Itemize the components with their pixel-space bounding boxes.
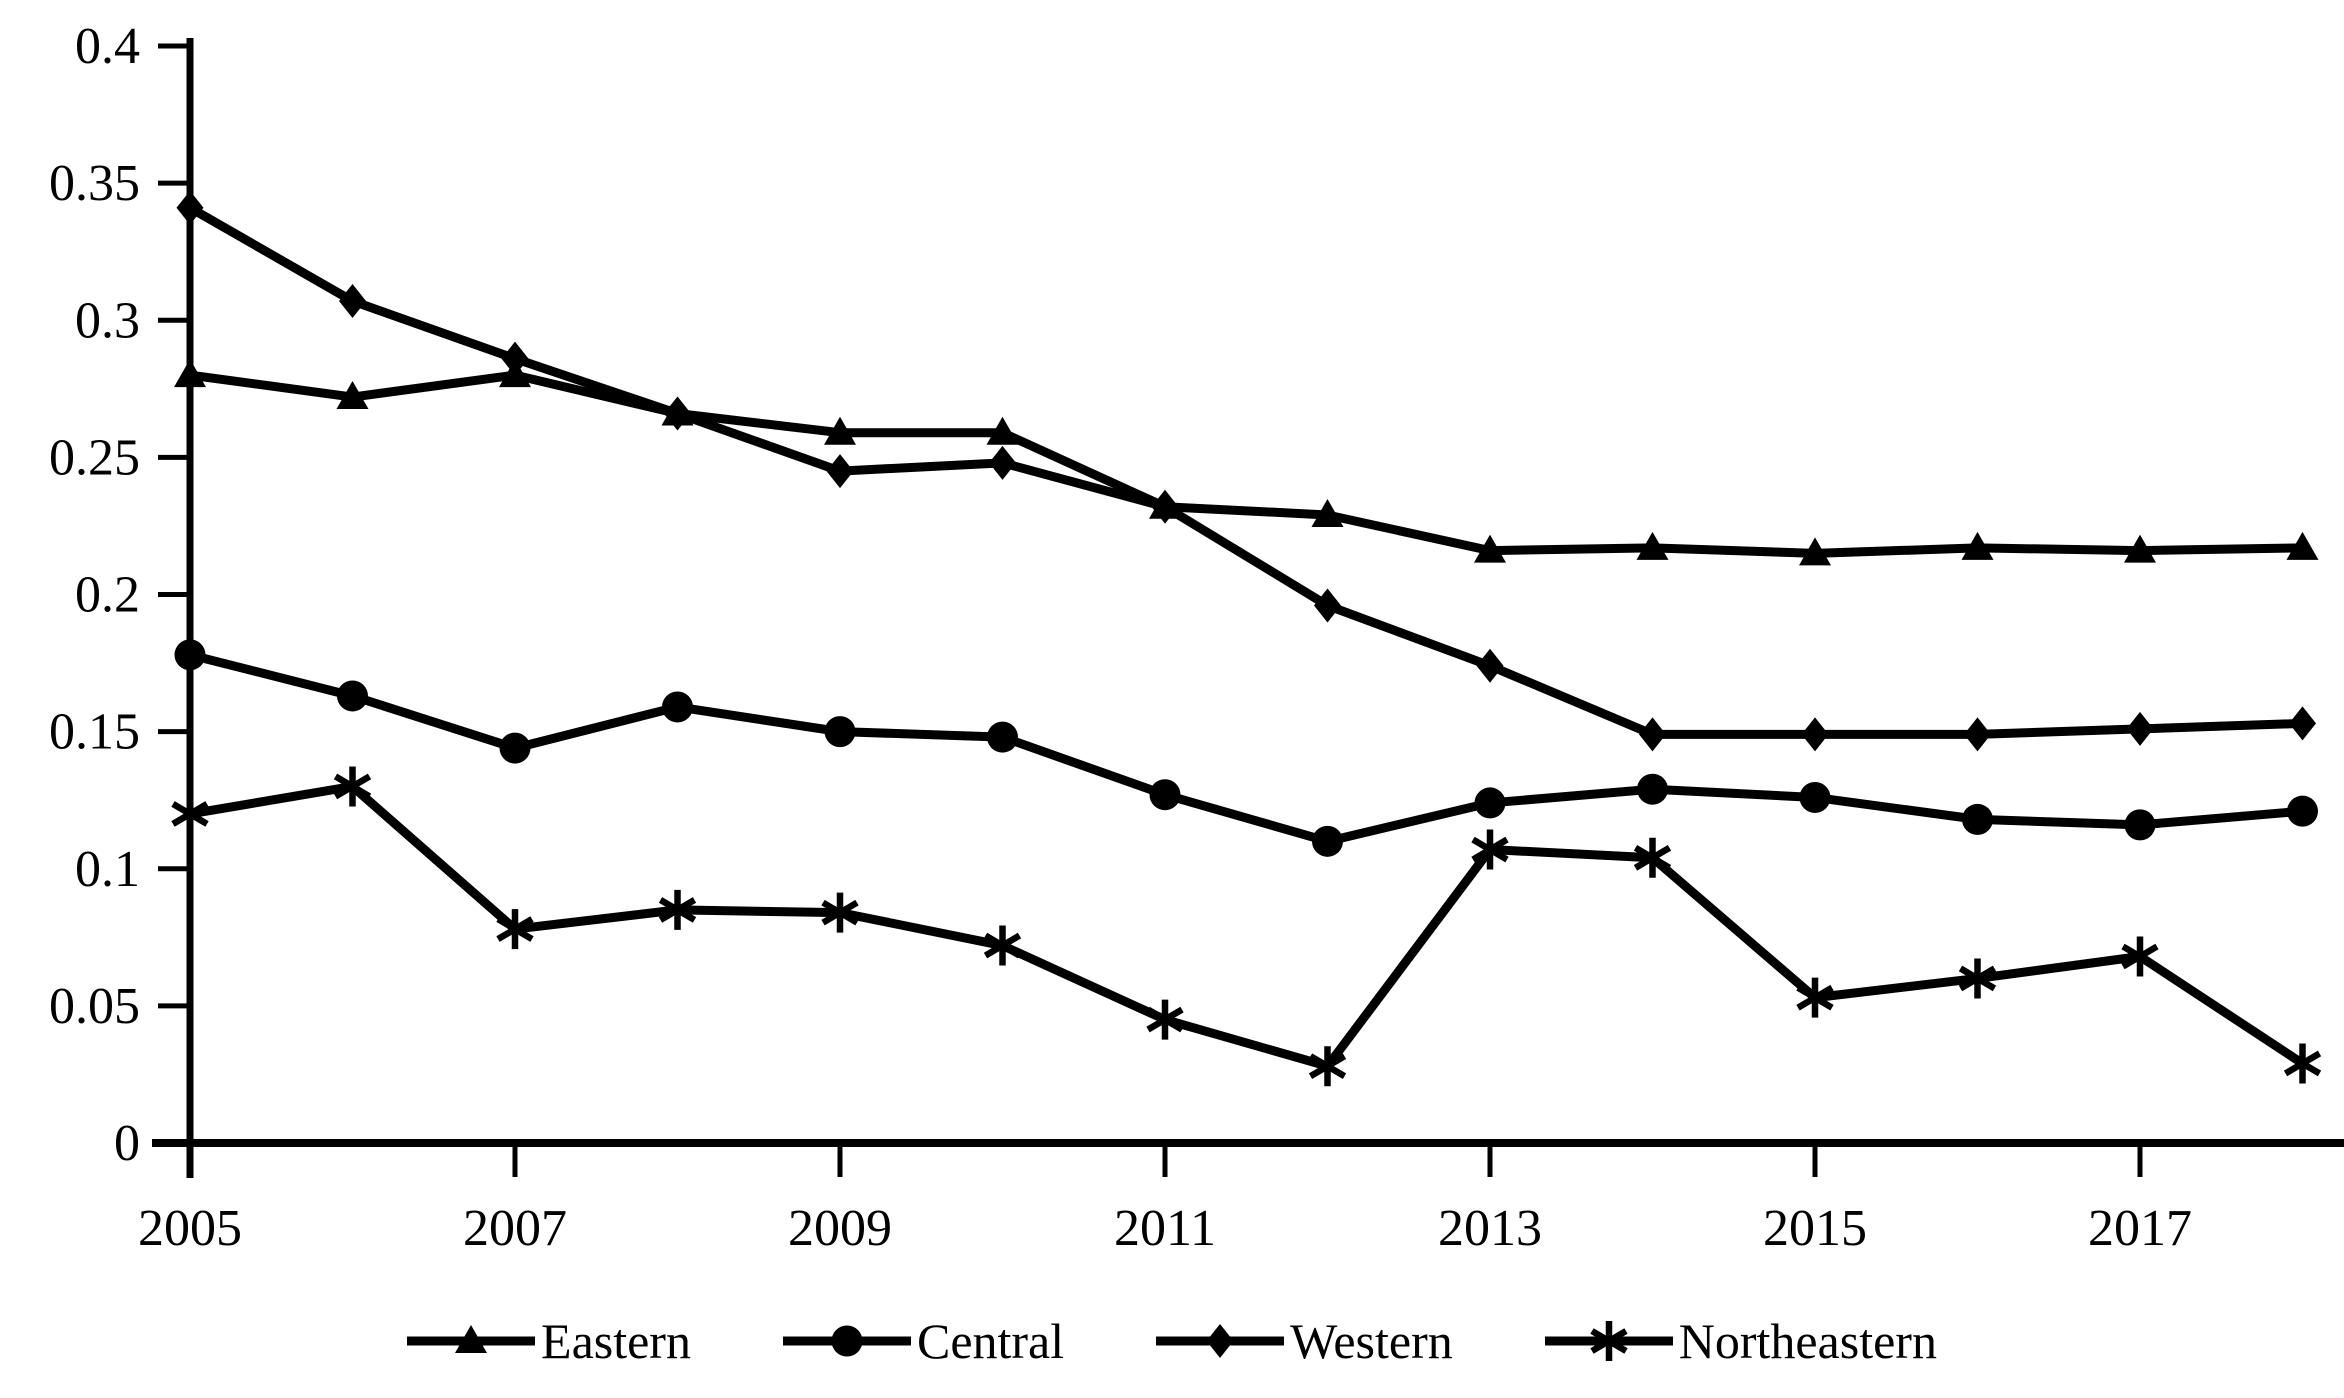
y-tick-label: 0.4 (75, 18, 140, 75)
x-tick-label: 2005 (138, 1200, 242, 1257)
series-central-marker-circle (2287, 795, 2318, 827)
legend-label: Northeastern (1678, 1313, 1937, 1369)
series-western-marker-diamond (1476, 648, 1504, 683)
x-tick-label: 2007 (463, 1200, 567, 1257)
series-central-marker-circle (824, 716, 856, 748)
series-western-marker-diamond (2126, 711, 2154, 746)
legend-circle-icon (782, 1325, 911, 1357)
x-tick-label: 2009 (788, 1200, 892, 1257)
y-tick-label: 0.3 (75, 292, 140, 349)
series-eastern-marker-triangle (986, 416, 1019, 445)
y-tick-label: 0 (114, 1115, 140, 1172)
series-western-marker-diamond (989, 445, 1016, 480)
series-western-marker-diamond (501, 341, 529, 376)
series-eastern-marker-triangle (1636, 531, 1669, 560)
x-tick-label: 2011 (1114, 1200, 1216, 1257)
series-central-marker-circle (337, 680, 368, 712)
legend: Eastern Central Western Northeastern (0, 1296, 2344, 1386)
y-tick-label: 0.2 (75, 567, 140, 624)
series-northeastern-marker-asterisk (1471, 836, 1509, 863)
series-western-marker-diamond (176, 190, 204, 225)
x-tick-label: 2015 (1763, 1200, 1867, 1257)
legend-item-eastern: Eastern (407, 1315, 691, 1367)
series-western-marker-diamond (664, 396, 691, 431)
series-northeastern-marker-asterisk (821, 899, 859, 926)
legend-triangle-icon (407, 1325, 536, 1353)
series-northeastern-marker-asterisk (1146, 1006, 1184, 1033)
series-eastern-marker-triangle (1474, 534, 1506, 563)
legend-marker-circle (831, 1325, 863, 1357)
series-western-marker-diamond (1314, 588, 1341, 623)
series-line-central (185, 650, 2307, 846)
series-western-marker-diamond (339, 284, 366, 319)
legend-label: Central (916, 1313, 1065, 1369)
series-western-marker-diamond (1151, 489, 1179, 524)
series-central-marker-circle (1312, 825, 1343, 857)
series-central-marker-circle (2124, 809, 2156, 841)
series-central-marker-circle (174, 639, 206, 671)
x-tick-label: 2013 (1438, 1200, 1542, 1257)
series-western-marker-diamond (2289, 706, 2316, 741)
series-eastern-marker-triangle (2124, 534, 2156, 563)
series-northeastern-marker-asterisk (1796, 984, 1834, 1011)
y-tick-label: 0.1 (75, 841, 140, 898)
series-northeastern-marker-asterisk (658, 897, 697, 923)
legend-marker-asterisk (1590, 1328, 1628, 1354)
series-central-marker-circle (1637, 773, 1668, 805)
y-tick-label: 0.35 (49, 155, 140, 212)
y-tick-label: 0.05 (49, 978, 140, 1035)
series-western-marker-diamond (1964, 717, 1991, 752)
series-northeastern-marker-asterisk (333, 773, 372, 800)
series-eastern-marker-triangle (336, 381, 369, 410)
y-tick-label: 0.25 (49, 429, 140, 486)
y-tick-label: 0.15 (49, 704, 140, 761)
series-northeastern-marker-asterisk (1633, 844, 1672, 871)
series-western-marker-diamond (826, 454, 854, 489)
legend-marker-diamond (1206, 1324, 1234, 1358)
legend-item-central: Central (782, 1313, 1065, 1369)
series-eastern-marker-triangle (824, 416, 856, 445)
legend-asterisk-icon (1544, 1321, 1673, 1361)
series-northeastern-marker-asterisk (2283, 1050, 2322, 1077)
series-eastern-marker-triangle (1961, 531, 1994, 560)
series-central-marker-circle (1474, 787, 1506, 819)
series-central-marker-circle (1962, 803, 1993, 835)
series-eastern-marker-triangle (174, 359, 206, 388)
legend-marker-triangle (455, 1325, 488, 1353)
series-central-marker-circle (499, 732, 531, 764)
series-central-marker-circle (1149, 779, 1181, 811)
legend-label: Western (1290, 1313, 1453, 1369)
series-line-western (185, 203, 2307, 739)
legend-diamond-icon (1156, 1324, 1285, 1358)
series-line-northeastern (185, 781, 2307, 1071)
series-northeastern-marker-asterisk (1958, 965, 1997, 992)
series-western-marker-diamond (1801, 717, 1829, 752)
x-tick-label: 2017 (2088, 1200, 2192, 1257)
series-central-marker-circle (662, 691, 693, 723)
series-central-marker-circle (987, 721, 1018, 753)
series-eastern-marker-triangle (1311, 498, 1344, 527)
legend-item-western: Western (1156, 1315, 1453, 1367)
series-eastern-marker-triangle (2286, 531, 2319, 560)
series-northeastern-marker-asterisk (496, 916, 534, 942)
series-northeastern-marker-asterisk (983, 932, 1022, 959)
series-central-marker-circle (1799, 781, 1831, 813)
series-western-marker-diamond (1639, 717, 1666, 752)
series-line-eastern (185, 370, 2307, 558)
legend-label: Eastern (541, 1313, 691, 1369)
series-northeastern-marker-asterisk (1308, 1053, 1347, 1080)
series-eastern-marker-triangle (1799, 537, 1831, 566)
legend-item-northeastern: Northeastern (1544, 1313, 1937, 1369)
series-northeastern-marker-asterisk (171, 801, 209, 827)
series-northeastern-marker-asterisk (2121, 943, 2159, 970)
